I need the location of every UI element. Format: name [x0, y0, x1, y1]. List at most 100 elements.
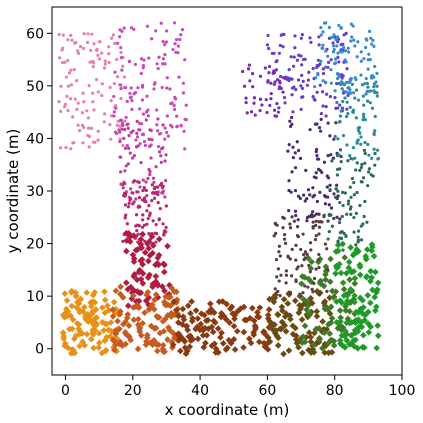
- data-point: [155, 62, 159, 66]
- data-point: [97, 40, 102, 44]
- data-point: [320, 46, 325, 50]
- data-point: [103, 333, 110, 341]
- data-point: [290, 77, 294, 81]
- data-point: [331, 41, 335, 45]
- data-point: [169, 123, 173, 127]
- data-point: [372, 89, 376, 93]
- data-point: [208, 323, 216, 331]
- data-point: [164, 242, 171, 250]
- data-point: [327, 230, 331, 234]
- data-point: [328, 314, 336, 322]
- data-point: [350, 268, 358, 275]
- data-point: [109, 114, 114, 118]
- data-point: [218, 329, 225, 337]
- data-point: [326, 60, 331, 64]
- x-tick-label: 100: [389, 383, 416, 399]
- data-point: [283, 233, 287, 237]
- data-point: [327, 203, 331, 207]
- data-point: [374, 80, 378, 84]
- data-point: [144, 118, 148, 122]
- data-point: [349, 39, 353, 43]
- data-point: [338, 217, 342, 221]
- data-point: [145, 245, 152, 252]
- data-point: [336, 297, 344, 304]
- data-point: [264, 346, 272, 353]
- data-point: [137, 236, 145, 243]
- data-point: [115, 123, 119, 127]
- data-point: [163, 62, 167, 66]
- data-point: [347, 244, 354, 251]
- data-point: [145, 222, 149, 226]
- data-point: [358, 168, 362, 172]
- data-point: [274, 231, 278, 235]
- data-point: [142, 140, 147, 144]
- data-point: [142, 58, 146, 62]
- data-point: [129, 130, 133, 135]
- data-point: [355, 190, 359, 195]
- data-point: [284, 269, 288, 273]
- data-point: [273, 287, 277, 291]
- data-point: [82, 100, 86, 104]
- data-point: [173, 299, 180, 306]
- data-point: [81, 141, 85, 145]
- data-point: [317, 125, 322, 130]
- data-point: [250, 329, 257, 336]
- data-point: [323, 202, 328, 206]
- data-point: [307, 338, 315, 346]
- data-point: [130, 286, 137, 294]
- data-point: [280, 350, 287, 358]
- data-point: [335, 82, 339, 86]
- data-point: [340, 229, 344, 234]
- data-point: [59, 329, 67, 336]
- data-point: [219, 298, 226, 305]
- data-point: [138, 142, 142, 146]
- data-point: [77, 129, 82, 133]
- data-point: [323, 195, 328, 199]
- data-point: [258, 97, 263, 101]
- data-point: [117, 283, 124, 291]
- data-point: [363, 151, 367, 156]
- data-point: [160, 147, 164, 151]
- data-point: [138, 205, 142, 209]
- data-point: [249, 304, 256, 312]
- data-point: [345, 143, 349, 147]
- data-point: [154, 190, 158, 195]
- data-point: [316, 73, 320, 77]
- data-point: [166, 134, 170, 138]
- data-point: [328, 287, 336, 295]
- data-point: [337, 220, 342, 225]
- data-point: [306, 188, 311, 192]
- data-point: [338, 167, 342, 171]
- data-point: [310, 210, 315, 214]
- data-point: [353, 156, 357, 160]
- data-point: [323, 81, 328, 85]
- data-point: [337, 269, 345, 277]
- data-point: [361, 118, 365, 122]
- data-point: [159, 21, 163, 25]
- data-point: [60, 335, 67, 343]
- data-point: [97, 57, 102, 61]
- data-point: [299, 247, 303, 252]
- data-point: [335, 100, 339, 105]
- data-point: [123, 216, 127, 220]
- data-point: [321, 349, 329, 356]
- data-point: [368, 274, 375, 281]
- data-point: [327, 337, 334, 344]
- data-point: [326, 267, 330, 272]
- data-point: [347, 286, 355, 293]
- data-point: [375, 71, 379, 75]
- data-point: [375, 84, 379, 88]
- data-point: [181, 338, 189, 345]
- data-point: [264, 315, 272, 322]
- data-point: [59, 109, 63, 113]
- data-point: [64, 146, 68, 150]
- data-point: [165, 291, 173, 298]
- data-point: [143, 239, 147, 243]
- data-point: [183, 347, 191, 355]
- data-point: [164, 204, 168, 208]
- data-point: [366, 299, 374, 307]
- data-point: [326, 176, 331, 180]
- data-point: [324, 306, 332, 313]
- data-point: [252, 323, 259, 331]
- data-point: [367, 267, 375, 275]
